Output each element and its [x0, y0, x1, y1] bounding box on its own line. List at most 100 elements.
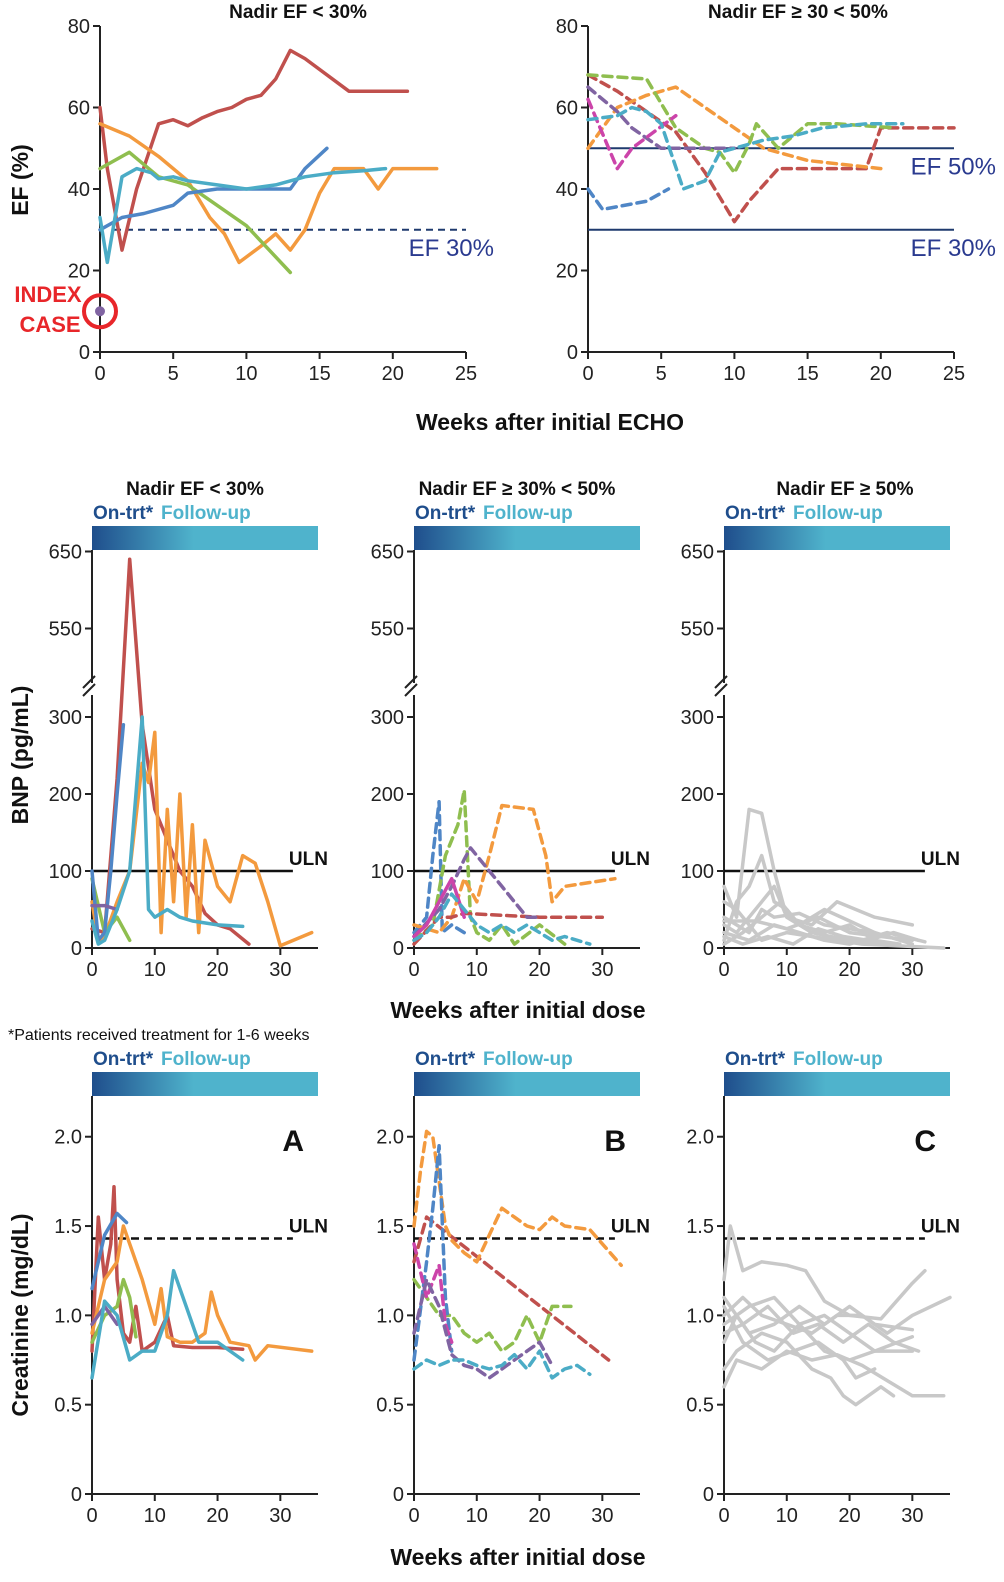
treatment-footnote: *Patients received treatment for 1-6 wee… [8, 1027, 309, 1044]
cr-y-axis-title: Creatinine (mg/dL) [7, 1213, 33, 1416]
cr_a-series-line-3 [90, 1211, 129, 1291]
bnp_lt30-axis-break-mark-1 [82, 683, 96, 697]
cr_c-y-tick-label: 0.5 [686, 1395, 714, 1417]
bnp_30_50-series-line-0 [412, 799, 466, 935]
cr_b-x-tick-label: 10 [466, 1505, 488, 1527]
cr_b-x-tick-label: 20 [528, 1505, 550, 1527]
ef_lt30-series-line-0 [98, 48, 410, 252]
bnp_lt30-series-line-3 [90, 722, 126, 943]
cr_c-panel-letter: C [914, 1125, 936, 1158]
cr_c-series-line-2 [722, 1313, 915, 1362]
ef_30_50-series-line-5 [586, 187, 671, 212]
bnp_ge50-y-tick-label: 200 [681, 784, 714, 806]
ef_lt30-series-line-3 [98, 146, 329, 232]
bnp_ge50-y-tick-label: 300 [681, 707, 714, 729]
ef_30_50-y-tick-label: 40 [556, 179, 578, 201]
ef_lt30-y-tick-label: 60 [68, 98, 90, 120]
ef_lt30-x-tick-label: 0 [94, 363, 105, 385]
bnp_lt30-y-tick-label: 650 [49, 542, 82, 564]
bnp_30_50-axis-break-mark-2 [404, 675, 418, 689]
bnp_lt30-series-line-0 [90, 557, 251, 946]
cr_b-on-trt-label: On-trt* [415, 1049, 476, 1070]
bnp_30_50-x-tick-label: 0 [408, 959, 419, 981]
cr_c-series-line-7 [722, 1304, 877, 1380]
cr_b-y-tick-label: 0 [393, 1484, 404, 1506]
cr_a-x-tick-label: 30 [269, 1505, 291, 1527]
bnp_lt30-y-tick-label: 300 [49, 707, 82, 729]
bnp_30_50-treatment-bar [414, 526, 640, 550]
bnp_30_50-y-tick-label: 100 [371, 861, 404, 883]
cr_c-series-line-4 [722, 1295, 915, 1335]
bnp_30_50-axis-break-mark-1 [404, 683, 418, 697]
cr_c-y-tick-label: 2.0 [686, 1127, 714, 1149]
cr_c-x-tick-label: 0 [718, 1505, 729, 1527]
ef_30_50-series-line-1 [586, 85, 883, 171]
cr_c-series-line-6 [722, 1304, 921, 1353]
cr_b-panel-letter: B [604, 1125, 626, 1158]
bnp_lt30-y-tick-label: 550 [49, 619, 82, 641]
ef_lt30-y-tick-label: 40 [68, 179, 90, 201]
bnp_30_50-x-tick-label: 30 [591, 959, 613, 981]
bnp_lt30-reference-label-0: ULN [289, 849, 328, 870]
bnp_lt30-y-tick-label: 100 [49, 861, 82, 883]
ef_30_50-y-tick-label: 80 [556, 16, 578, 38]
index-case-circle [82, 293, 118, 330]
bnp_ge50-y-tick-label: 550 [681, 619, 714, 641]
cr_c-series-line-5 [722, 1349, 946, 1398]
bnp_lt30-y-tick-label: 0 [71, 938, 82, 960]
cr_c-series-line-0 [722, 1224, 927, 1321]
cr_c-treatment-bar [724, 1072, 950, 1096]
bnp_30_50-y-tick-label: 200 [371, 784, 404, 806]
bnp_30_50-reference-label-0: ULN [611, 849, 650, 870]
bnp_lt30-x-tick-label: 0 [86, 959, 97, 981]
bnp_30_50-y-tick-label: 300 [371, 707, 404, 729]
bnp_ge50-follow-up-label: Follow-up [793, 503, 883, 524]
ef_lt30-x-tick-label: 15 [308, 363, 330, 385]
bnp-x-axis-title: Weeks after initial dose [390, 997, 645, 1023]
cr_c-x-tick-label: 20 [838, 1505, 860, 1527]
bnp_30_50-series-line-1 [412, 788, 567, 946]
bnp_lt30-on-trt-label: On-trt* [93, 503, 154, 524]
bnp_lt30-series-line-4 [90, 903, 119, 912]
bnp_ge50-series-line-7 [722, 927, 921, 946]
cr_b-series-line-0 [412, 1215, 611, 1362]
bnp_30_50-x-tick-label: 20 [528, 959, 550, 981]
bnp_lt30-x-tick-label: 10 [144, 959, 166, 981]
text-layer: Weeks after initial ECHO Weeks after ini… [7, 2, 996, 1570]
bnp_30_50-y-tick-label: 650 [371, 542, 404, 564]
ef-x-axis-title: Weeks after initial ECHO [416, 409, 684, 435]
ef_30_50-x-tick-label: 10 [723, 363, 745, 385]
cr_c-follow-up-label: Follow-up [793, 1049, 883, 1070]
ef_30_50-x-tick-label: 15 [796, 363, 818, 385]
cr_a-y-tick-label: 0 [71, 1484, 82, 1506]
cr_a-x-tick-label: 10 [144, 1505, 166, 1527]
cr_a-on-trt-label: On-trt* [93, 1049, 154, 1070]
ef_lt30-x-tick-label: 10 [235, 363, 257, 385]
series-layer [82, 48, 956, 1407]
bnp_lt30-treatment-bar [92, 526, 318, 550]
bnp_30_50-follow-up-label: Follow-up [483, 503, 573, 524]
cr_a-y-tick-label: 0.5 [54, 1395, 82, 1417]
cr_c-series-line-8 [722, 1295, 915, 1353]
cr_b-series-line-1 [412, 1129, 623, 1268]
ef-y-axis-title: EF (%) [7, 144, 33, 216]
cr_c-x-tick-label: 10 [776, 1505, 798, 1527]
bnp_30_50-series-line-6 [412, 892, 592, 946]
cr_c-x-tick-label: 30 [901, 1505, 923, 1527]
ef_lt30-y-tick-label: 0 [79, 342, 90, 364]
cr_a-treatment-bar [92, 1072, 318, 1096]
bnp_ge50-series-line-6 [722, 900, 946, 950]
bnp_lt30-x-tick-label: 20 [206, 959, 228, 981]
bnp_ge50-axis-break-mark-1 [714, 683, 728, 697]
ef_lt30-x-tick-label: 25 [455, 363, 477, 385]
bnp_lt30-follow-up-label: Follow-up [161, 503, 251, 524]
bnp_30_50-y-tick-label: 550 [371, 619, 404, 641]
cr_c-y-tick-label: 1.5 [686, 1216, 714, 1238]
cr_b-y-tick-label: 1.0 [376, 1305, 404, 1327]
bnp_30_50-y-tick-label: 0 [393, 938, 404, 960]
cr_a-x-tick-label: 0 [86, 1505, 97, 1527]
bnp-y-axis-title: BNP (pg/mL) [7, 686, 33, 825]
ef_30_50-series-line-6 [586, 105, 905, 191]
ef_30_50-x-tick-label: 0 [582, 363, 593, 385]
